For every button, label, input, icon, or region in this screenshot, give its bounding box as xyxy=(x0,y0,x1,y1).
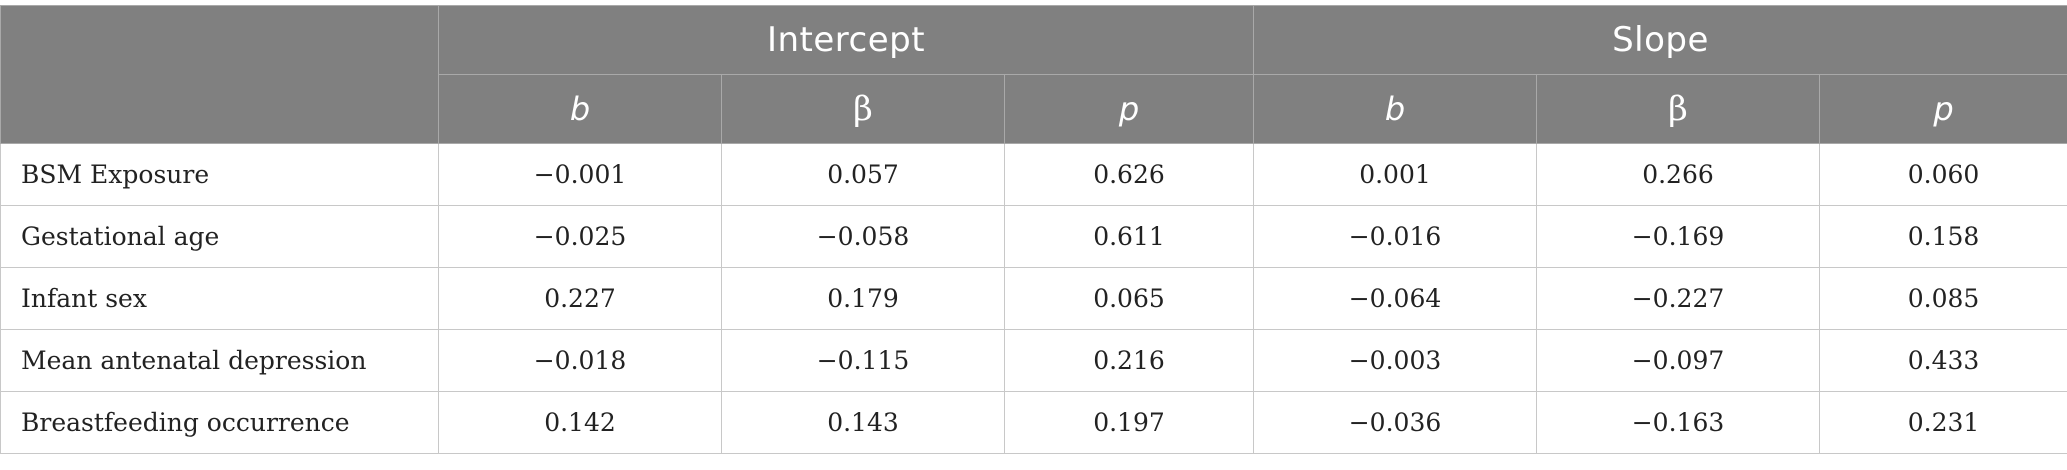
cell-slope-p: 0.085 xyxy=(1818,267,2067,330)
subheader-slope-p: p xyxy=(1818,74,2067,144)
cell-slope-beta: −0.227 xyxy=(1536,267,1820,330)
cell-slope-beta: −0.163 xyxy=(1536,391,1820,454)
cell-slope-p: 0.158 xyxy=(1818,205,2067,268)
cell-intercept-p: 0.065 xyxy=(1004,267,1254,330)
table-row: Gestational age −0.025 −0.058 0.611 −0.0… xyxy=(0,205,2067,268)
cell-slope-b: −0.016 xyxy=(1253,205,1537,268)
cell-intercept-b: −0.018 xyxy=(438,329,722,392)
table-row: Breastfeeding occurrence 0.142 0.143 0.1… xyxy=(0,391,2067,454)
corner-cell xyxy=(0,5,439,144)
cell-intercept-b: −0.025 xyxy=(438,205,722,268)
cell-intercept-b: 0.227 xyxy=(438,267,722,330)
subheader-intercept-beta: β xyxy=(721,74,1005,144)
subheader-intercept-b: b xyxy=(438,74,722,144)
cell-slope-b: −0.003 xyxy=(1253,329,1537,392)
cell-slope-p: 0.433 xyxy=(1818,329,2067,392)
cell-intercept-p: 0.197 xyxy=(1004,391,1254,454)
cell-slope-beta: −0.169 xyxy=(1536,205,1820,268)
cell-intercept-p: 0.626 xyxy=(1004,143,1254,206)
cell-slope-beta: 0.266 xyxy=(1536,143,1820,206)
cell-intercept-b: −0.001 xyxy=(438,143,722,206)
row-label: Gestational age xyxy=(0,205,439,268)
cell-slope-p: 0.060 xyxy=(1818,143,2067,206)
regression-table: Intercept Slope b β p b β p BSM Exposure… xyxy=(0,5,2067,454)
group-header-slope: Slope xyxy=(1252,5,2067,75)
cell-slope-b: 0.001 xyxy=(1253,143,1537,206)
cell-intercept-beta: 0.143 xyxy=(721,391,1005,454)
row-label: Mean antenatal depression xyxy=(0,329,439,392)
cell-slope-b: −0.064 xyxy=(1253,267,1537,330)
cell-intercept-beta: −0.058 xyxy=(721,205,1005,268)
cell-slope-p: 0.231 xyxy=(1818,391,2067,454)
table-header: Intercept Slope b β p b β p xyxy=(0,5,2067,144)
row-label: BSM Exposure xyxy=(0,143,439,206)
cell-slope-beta: −0.097 xyxy=(1536,329,1820,392)
subheader-slope-beta: β xyxy=(1536,74,1820,144)
cell-intercept-beta: −0.115 xyxy=(721,329,1005,392)
subheader-row: b β p b β p xyxy=(1,74,2067,144)
cell-slope-b: −0.036 xyxy=(1253,391,1537,454)
cell-intercept-beta: 0.179 xyxy=(721,267,1005,330)
table-row: Mean antenatal depression −0.018 −0.115 … xyxy=(0,329,2067,392)
regression-table-container: Intercept Slope b β p b β p BSM Exposure… xyxy=(0,5,2067,454)
row-label: Breastfeeding occurrence xyxy=(0,391,439,454)
row-label: Infant sex xyxy=(0,267,439,330)
table-row: BSM Exposure −0.001 0.057 0.626 0.001 0.… xyxy=(0,143,2067,206)
group-header-row: Intercept Slope xyxy=(0,5,2067,144)
cell-intercept-beta: 0.057 xyxy=(721,143,1005,206)
subheader-slope-b: b xyxy=(1253,74,1537,144)
cell-intercept-b: 0.142 xyxy=(438,391,722,454)
group-header-intercept: Intercept xyxy=(438,5,1254,75)
cell-intercept-p: 0.216 xyxy=(1004,329,1254,392)
cell-intercept-p: 0.611 xyxy=(1004,205,1254,268)
subheader-intercept-p: p xyxy=(1004,74,1254,144)
table-row: Infant sex 0.227 0.179 0.065 −0.064 −0.2… xyxy=(0,267,2067,330)
table-body: BSM Exposure −0.001 0.057 0.626 0.001 0.… xyxy=(0,143,2067,454)
